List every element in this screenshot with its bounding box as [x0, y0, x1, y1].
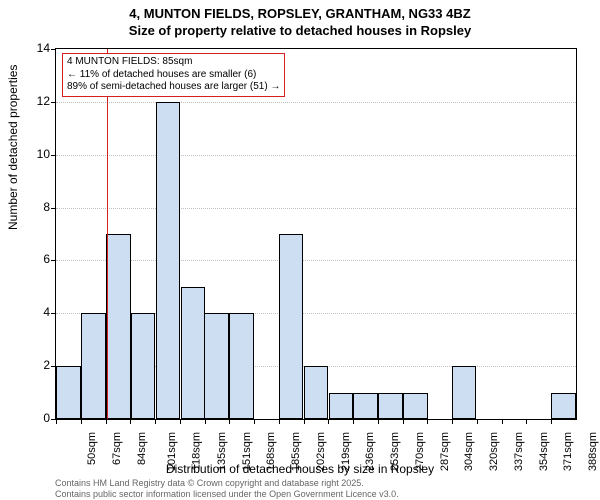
x-tick-label: 337sqm: [513, 432, 525, 471]
footer-line2: Contains public sector information licen…: [55, 489, 399, 500]
y-tick-label: 12: [20, 94, 50, 108]
y-tick: [51, 260, 56, 261]
callout-line: 4 MUNTON FIELDS: 85sqm: [67, 56, 280, 69]
x-tick-label: 219sqm: [340, 432, 352, 471]
x-tick: [155, 419, 156, 424]
callout-line: 89% of semi-detached houses are larger (…: [67, 81, 280, 94]
x-tick-label: 84sqm: [136, 432, 148, 465]
x-tick: [106, 419, 107, 424]
gridline: [56, 260, 576, 261]
chart-title-line2: Size of property relative to detached ho…: [0, 23, 600, 40]
y-tick: [51, 313, 56, 314]
x-tick-label: 168sqm: [265, 432, 277, 471]
gridline: [56, 208, 576, 209]
x-tick-label: 67sqm: [111, 432, 123, 465]
callout-box: 4 MUNTON FIELDS: 85sqm← 11% of detached …: [62, 53, 285, 97]
x-tick: [254, 419, 255, 424]
histogram-bar: [156, 102, 181, 419]
y-tick-label: 0: [20, 411, 50, 425]
histogram-bar: [403, 393, 428, 419]
x-tick-label: 50sqm: [86, 432, 98, 465]
x-tick: [328, 419, 329, 424]
footer-line1: Contains HM Land Registry data © Crown c…: [55, 478, 399, 489]
chart-container: 4, MUNTON FIELDS, ROPSLEY, GRANTHAM, NG3…: [0, 0, 600, 500]
x-tick: [452, 419, 453, 424]
y-tick-label: 2: [20, 358, 50, 372]
x-tick: [378, 419, 379, 424]
y-tick-label: 4: [20, 305, 50, 319]
x-tick: [502, 419, 503, 424]
footer-attribution: Contains HM Land Registry data © Crown c…: [55, 478, 399, 500]
histogram-bar: [106, 234, 131, 419]
x-tick: [229, 419, 230, 424]
histogram-bar: [181, 287, 206, 419]
y-tick: [51, 208, 56, 209]
x-tick-label: 101sqm: [166, 432, 178, 471]
x-tick-label: 151sqm: [241, 432, 253, 471]
gridline: [56, 155, 576, 156]
y-tick: [51, 49, 56, 50]
gridline: [56, 102, 576, 103]
callout-line: ← 11% of detached houses are smaller (6): [67, 69, 280, 82]
histogram-bar: [204, 313, 229, 419]
plot-area: 4 MUNTON FIELDS: 85sqm← 11% of detached …: [55, 48, 577, 420]
x-tick-label: 320sqm: [488, 432, 500, 471]
x-tick: [304, 419, 305, 424]
histogram-bar: [452, 366, 477, 419]
x-tick: [130, 419, 131, 424]
x-tick-label: 270sqm: [414, 432, 426, 471]
x-tick: [477, 419, 478, 424]
x-tick: [353, 419, 354, 424]
histogram-bar: [329, 393, 354, 419]
x-tick: [403, 419, 404, 424]
x-tick-label: 118sqm: [190, 432, 202, 470]
x-tick-label: 236sqm: [365, 432, 377, 471]
x-tick: [279, 419, 280, 424]
histogram-bar: [56, 366, 81, 419]
reference-line: [107, 49, 108, 419]
x-tick-label: 135sqm: [216, 432, 228, 471]
x-tick-label: 354sqm: [538, 432, 550, 471]
y-tick-label: 6: [20, 252, 50, 266]
histogram-bar: [279, 234, 304, 419]
y-tick-label: 10: [20, 147, 50, 161]
histogram-bar: [353, 393, 378, 419]
histogram-bar: [551, 393, 576, 419]
y-tick-label: 14: [20, 41, 50, 55]
histogram-bar: [81, 313, 106, 419]
x-tick: [551, 419, 552, 424]
y-tick-label: 8: [20, 200, 50, 214]
x-tick-label: 287sqm: [439, 432, 451, 471]
chart-title-line1: 4, MUNTON FIELDS, ROPSLEY, GRANTHAM, NG3…: [0, 0, 600, 23]
x-tick-label: 304sqm: [464, 432, 476, 471]
x-tick: [81, 419, 82, 424]
y-tick: [51, 102, 56, 103]
histogram-bar: [378, 393, 403, 419]
histogram-bar: [229, 313, 254, 419]
x-tick-label: 253sqm: [389, 432, 401, 471]
x-tick-label: 202sqm: [315, 432, 327, 471]
x-tick: [56, 419, 57, 424]
x-tick: [180, 419, 181, 424]
x-tick: [427, 419, 428, 424]
x-tick-label: 388sqm: [587, 432, 599, 471]
y-axis-label: Number of detached properties: [6, 65, 20, 230]
x-tick: [205, 419, 206, 424]
histogram-bar: [131, 313, 156, 419]
x-tick-label: 185sqm: [290, 432, 302, 471]
x-tick: [526, 419, 527, 424]
histogram-bar: [304, 366, 329, 419]
y-tick: [51, 155, 56, 156]
x-tick-label: 371sqm: [563, 432, 575, 471]
